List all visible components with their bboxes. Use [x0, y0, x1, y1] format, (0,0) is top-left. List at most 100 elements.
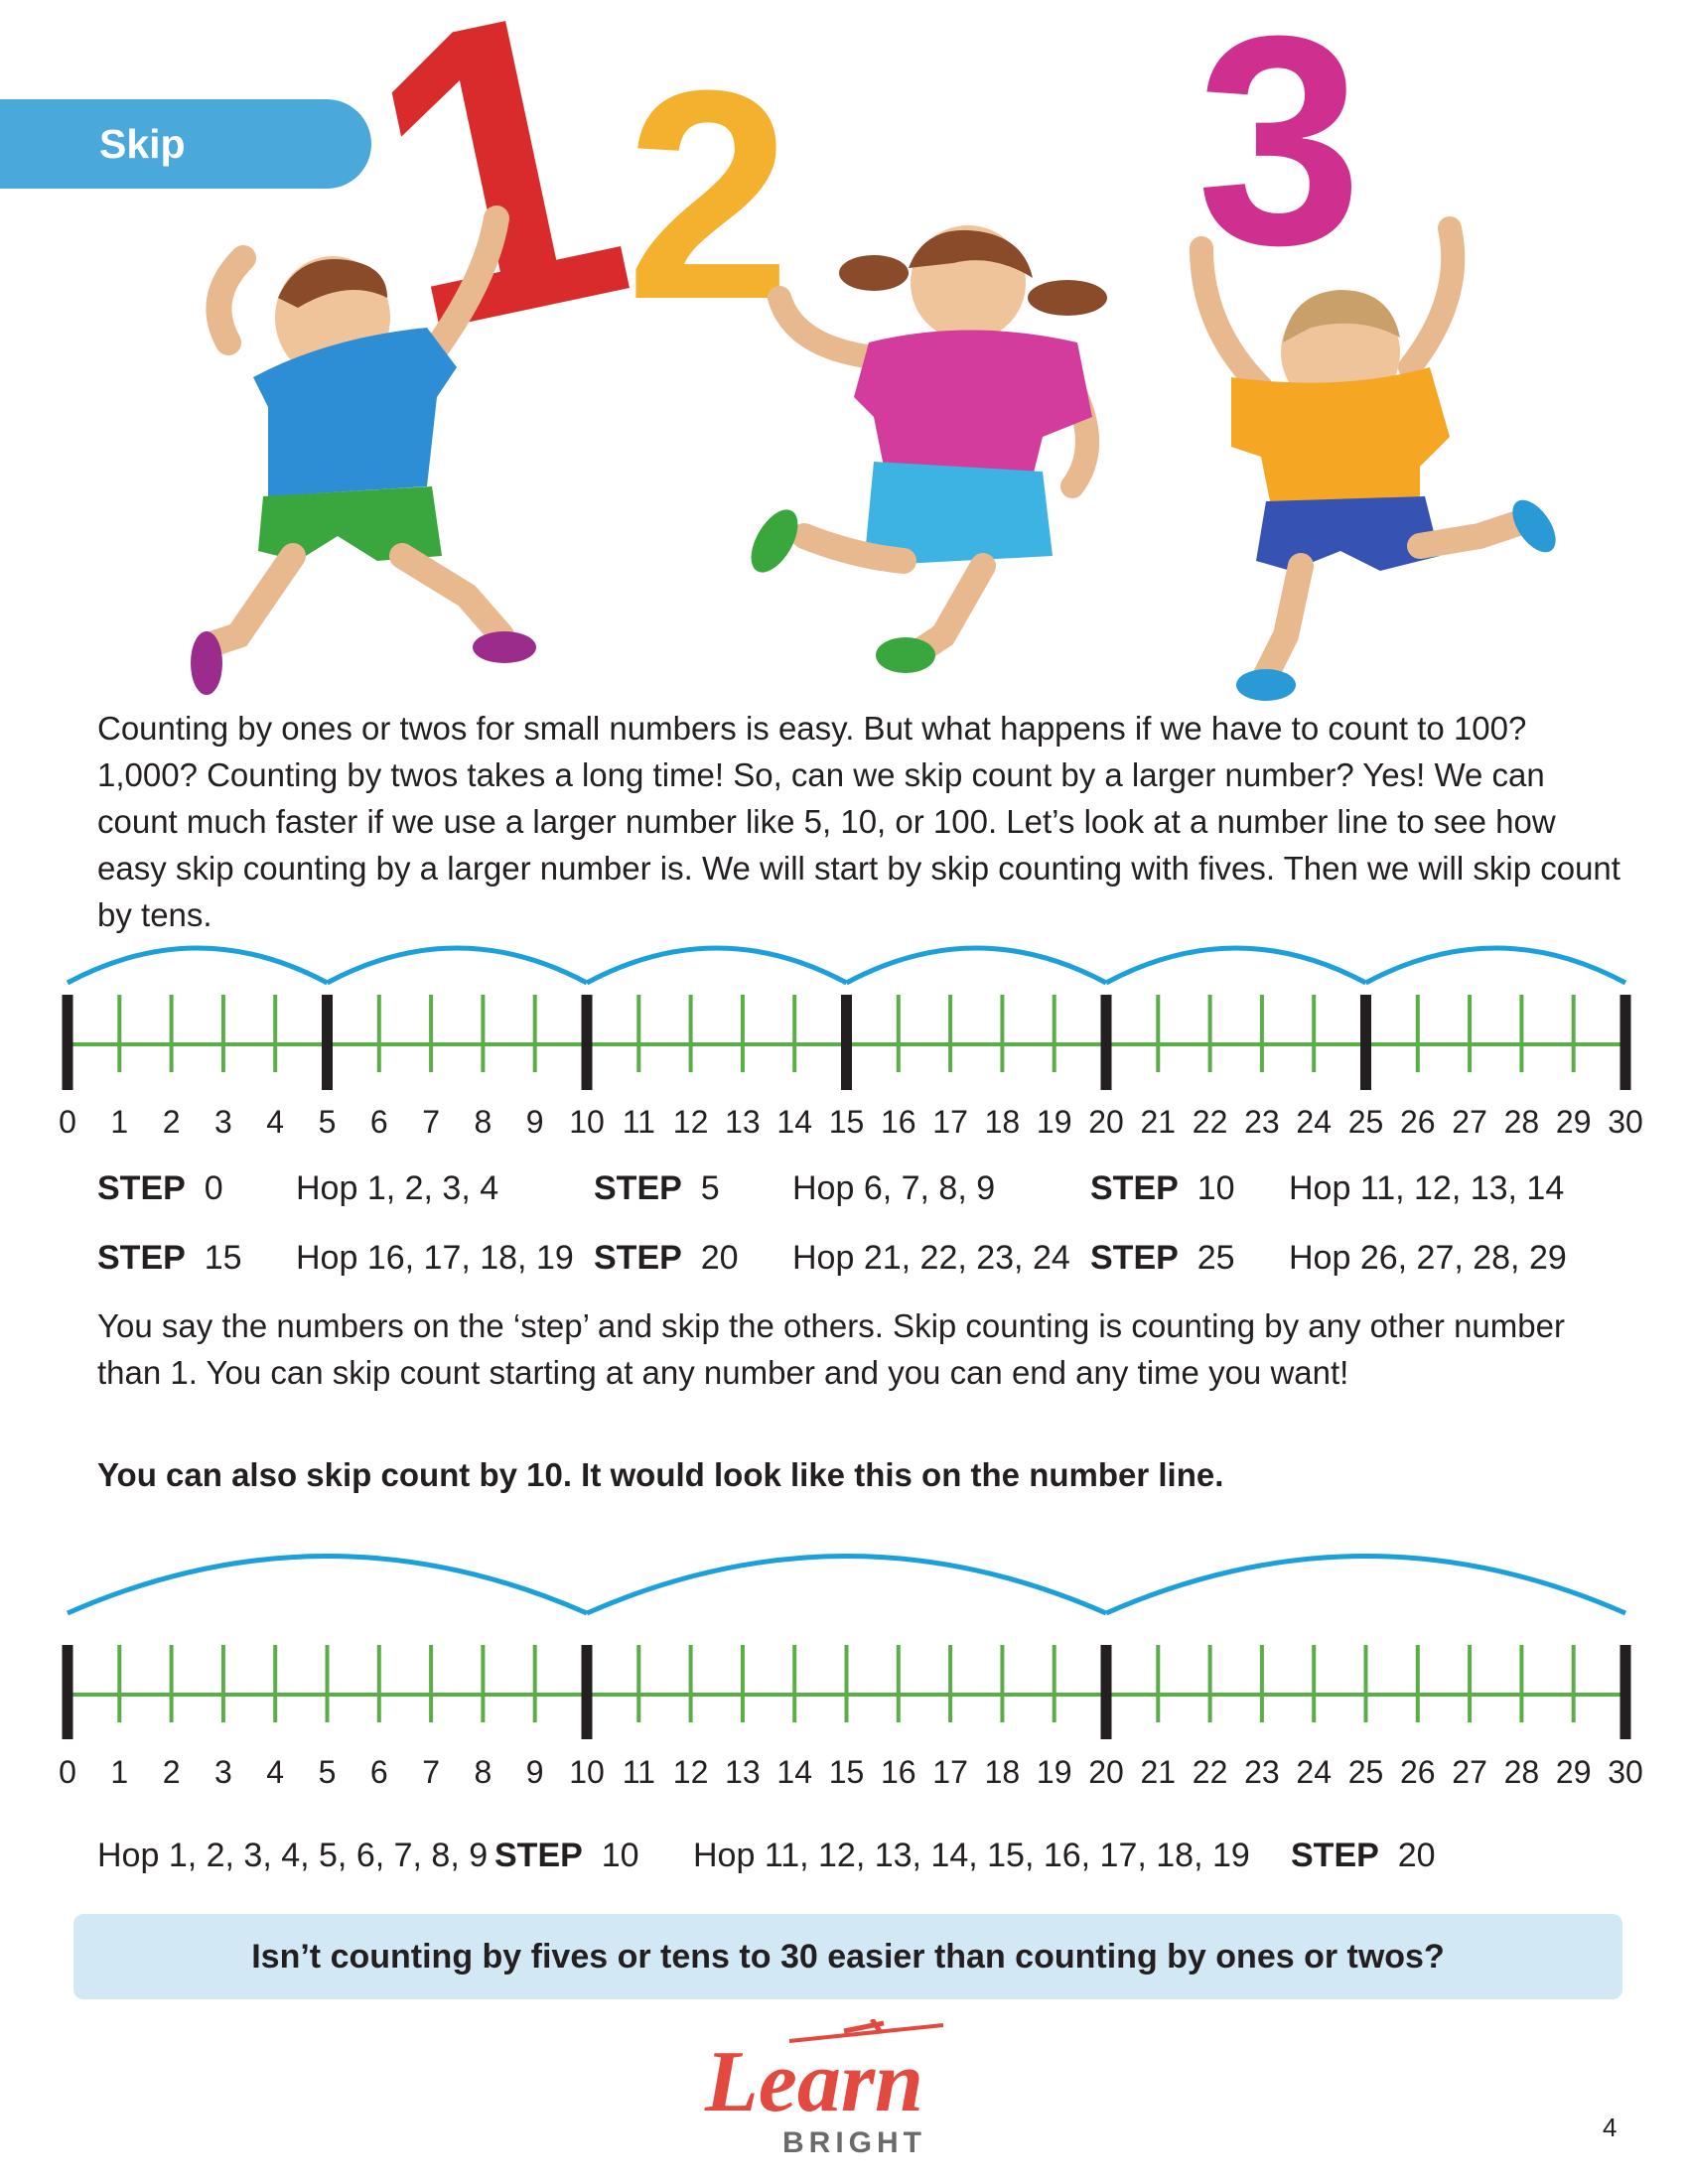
hero-number-3: 3: [1196, 0, 1362, 307]
fives-tick-label: 10: [569, 1104, 605, 1137]
fives-tick-label: 23: [1244, 1104, 1280, 1137]
tens-tick-label: 17: [932, 1754, 968, 1787]
fives-tick-label: 7: [422, 1104, 440, 1137]
fives-tick-label: 24: [1296, 1104, 1332, 1137]
fives-tick-label: 4: [266, 1104, 284, 1137]
step-number: 20: [681, 1239, 739, 1277]
step-word: STEP: [1090, 1169, 1179, 1207]
step-number: 5: [681, 1169, 720, 1207]
fives-tick-label: 12: [673, 1104, 709, 1137]
tens-tick-label: 11: [623, 1754, 655, 1787]
fives-hop-label: Hop 1, 2, 3, 4: [296, 1169, 499, 1207]
logo-sub: BRIGHT: [782, 2126, 926, 2158]
tens-arc: [1104, 1554, 1627, 1616]
fives-tick-label: 9: [526, 1104, 544, 1137]
boy-blue-shirt: [191, 205, 536, 695]
tens-tick-label: 18: [985, 1754, 1021, 1787]
fives-arc: [1104, 945, 1367, 986]
tens-tick-label: 27: [1452, 1754, 1487, 1787]
tens-tick-label: 0: [59, 1754, 76, 1787]
step-number: 10: [582, 1837, 639, 1874]
fives-tick-label: 27: [1452, 1104, 1487, 1137]
fives-step-label: STEP 20: [594, 1233, 739, 1283]
fives-arc: [326, 945, 589, 986]
fives-tick-label: 14: [776, 1104, 812, 1137]
page-number: 4: [1603, 2113, 1618, 2142]
step-word: STEP: [97, 1169, 186, 1207]
fives-tick-label: 2: [163, 1104, 181, 1137]
tens-tick-label: 19: [1037, 1754, 1072, 1787]
tens-tick-label: 1: [110, 1754, 128, 1787]
step-word: STEP: [494, 1837, 583, 1874]
step-word: STEP: [1291, 1837, 1379, 1874]
hero-number-2: 2: [626, 28, 791, 361]
fives-tick-label: 16: [881, 1104, 916, 1137]
fives-hop-label: Hop 16, 17, 18, 19: [296, 1239, 574, 1277]
tens-step-label: STEP 20: [1291, 1831, 1436, 1880]
fives-hop-label: Hop 26, 27, 28, 29: [1289, 1239, 1567, 1277]
tens-tick-label: 28: [1504, 1754, 1540, 1787]
tens-tick-label: 9: [526, 1754, 544, 1787]
fives-tick-label: 22: [1193, 1104, 1228, 1137]
fives-step-label: STEP 0: [97, 1163, 223, 1213]
step-number: 25: [1178, 1239, 1235, 1277]
fives-tick-label: 8: [475, 1104, 492, 1137]
tens-hop-label: Hop 1, 2, 3, 4, 5, 6, 7, 8, 9: [97, 1837, 489, 1874]
step-number: 10: [1178, 1169, 1235, 1207]
tens-arc: [66, 1554, 589, 1616]
fives-tick-label: 19: [1037, 1104, 1072, 1137]
tens-tick-label: 5: [319, 1754, 337, 1787]
hero-illustration: 1 2 3: [191, 0, 1556, 701]
fives-tick-label: 17: [932, 1104, 968, 1137]
tens-tick-label: 14: [776, 1754, 812, 1787]
tens-tick-label: 30: [1608, 1754, 1643, 1787]
fives-tick-label: 21: [1141, 1104, 1177, 1137]
tens-tick-label: 22: [1193, 1754, 1228, 1787]
fives-step-label: STEP 25: [1090, 1233, 1235, 1283]
fives-hop-label: Hop 11, 12, 13, 14: [1289, 1169, 1565, 1207]
tens-tick-label: 6: [370, 1754, 388, 1787]
tens-tick-label: 10: [569, 1754, 605, 1787]
tens-step-label: STEP 10: [494, 1831, 639, 1880]
fives-tick-label: 25: [1348, 1104, 1384, 1137]
step-word: STEP: [97, 1239, 186, 1277]
fives-step-label: STEP 5: [594, 1163, 720, 1213]
tens-tick-label: 3: [214, 1754, 232, 1787]
fives-tick-label: 20: [1088, 1104, 1124, 1137]
tens-tick-label: 29: [1556, 1754, 1592, 1787]
step-number: 20: [1378, 1837, 1436, 1874]
logo-word: Learn: [704, 2034, 923, 2130]
fives-hop-label: Hop 6, 7, 8, 9: [792, 1169, 996, 1207]
number-line-fives: 0 1 2 3 4 5 6 7 8 9 10 11 12 13 14 15 16 17 18 19 20 21 22 23 24…: [59, 945, 1643, 1137]
tens-tick-label: 21: [1141, 1754, 1177, 1787]
step-word: STEP: [594, 1239, 682, 1277]
tens-tick-label: 8: [475, 1754, 492, 1787]
tens-tick-label: 24: [1296, 1754, 1332, 1787]
learn-bright-logo: Learn BRIGHT: [704, 2019, 944, 2158]
fives-arc: [585, 945, 848, 986]
fives-tick-label: 3: [214, 1104, 232, 1137]
question-banner: Isn’t counting by fives or tens to 30 ea…: [73, 1914, 1622, 1999]
number-line-tens: 0 1 2 3 4 5 6 7 8 9 10 11 12 13 14 15 16 17 18 19 20 21 22 23 24…: [59, 1554, 1643, 1787]
fives-tick-label: 30: [1608, 1104, 1643, 1137]
tens-tick-label: 15: [829, 1754, 865, 1787]
fives-arc: [845, 945, 1108, 986]
fives-tick-label: 0: [59, 1104, 76, 1137]
tens-hop-label: Hop 11, 12, 13, 14, 15, 16, 17, 18, 19: [693, 1837, 1250, 1874]
fives-tick-label: 29: [1556, 1104, 1592, 1137]
tens-tick-label: 20: [1088, 1754, 1124, 1787]
step-word: STEP: [594, 1169, 682, 1207]
intro-paragraph: Counting by ones or twos for small numbe…: [97, 710, 1620, 933]
tens-tick-label: 12: [673, 1754, 709, 1787]
fives-tick-label: 28: [1504, 1104, 1540, 1137]
tens-tick-label: 26: [1400, 1754, 1436, 1787]
fives-arc: [1364, 945, 1627, 986]
tens-tick-label: 4: [266, 1754, 284, 1787]
step-word: STEP: [1090, 1239, 1179, 1277]
fives-tick-label: 13: [725, 1104, 761, 1137]
fives-tick-label: 26: [1400, 1104, 1436, 1137]
tens-tick-label: 2: [163, 1754, 181, 1787]
section-tab: Skip Counting: [0, 99, 371, 256]
tens-arc: [585, 1554, 1108, 1616]
fives-tick-label: 1: [110, 1104, 128, 1137]
